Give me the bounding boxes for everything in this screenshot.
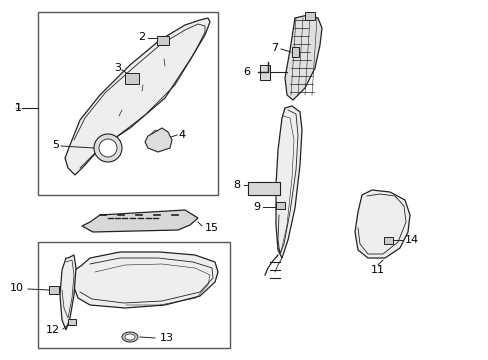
Circle shape (94, 134, 122, 162)
Bar (125, 72, 139, 84)
Text: 12: 12 (46, 325, 60, 335)
Polygon shape (260, 65, 269, 80)
Text: 6: 6 (243, 67, 249, 77)
Text: 11: 11 (370, 265, 384, 275)
Ellipse shape (125, 334, 135, 340)
Text: 1: 1 (15, 103, 21, 113)
Text: 1: 1 (15, 103, 22, 113)
Polygon shape (65, 18, 209, 175)
Bar (383, 237, 392, 243)
Polygon shape (145, 128, 172, 152)
Text: 15: 15 (204, 223, 219, 233)
Circle shape (99, 139, 117, 157)
Polygon shape (275, 106, 302, 258)
Bar (49, 286, 59, 294)
Text: 13: 13 (160, 333, 174, 343)
Bar (291, 47, 298, 57)
Text: 10: 10 (10, 283, 24, 293)
Polygon shape (247, 182, 280, 195)
Bar (38, 12, 218, 195)
Polygon shape (285, 15, 321, 100)
Text: 8: 8 (232, 180, 240, 190)
Ellipse shape (122, 332, 138, 342)
Text: 3: 3 (114, 63, 121, 73)
Polygon shape (82, 210, 198, 232)
Text: 9: 9 (252, 202, 260, 212)
Bar (275, 202, 284, 208)
Bar (68, 319, 76, 325)
Bar (157, 36, 169, 45)
Polygon shape (72, 252, 218, 308)
Bar (38, 242, 229, 348)
Text: 5: 5 (52, 140, 60, 150)
Text: 14: 14 (404, 235, 418, 245)
Polygon shape (354, 190, 409, 258)
Text: 7: 7 (270, 43, 278, 53)
Bar (305, 12, 314, 20)
Text: 4: 4 (178, 130, 185, 140)
Polygon shape (60, 255, 76, 330)
Text: 2: 2 (138, 32, 145, 42)
